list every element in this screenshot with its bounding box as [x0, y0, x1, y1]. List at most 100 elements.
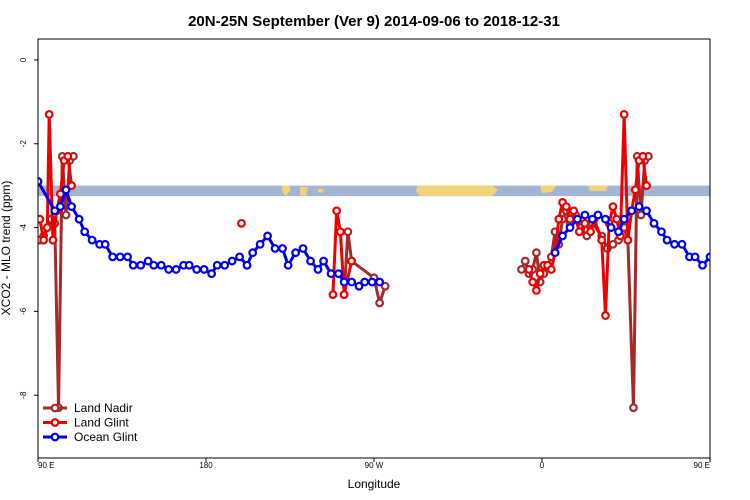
data-point — [360, 277, 370, 287]
data-point — [606, 223, 616, 232]
data-point — [80, 227, 90, 237]
data-point — [354, 281, 364, 291]
data-point — [588, 214, 597, 224]
series-layer — [38, 110, 710, 413]
y-tick-label: -8 — [19, 391, 28, 399]
data-point — [619, 110, 629, 119]
data-point — [61, 185, 71, 195]
data-point — [291, 248, 301, 258]
data-point — [319, 256, 329, 266]
legend-label: Land Glint — [74, 416, 129, 430]
data-point — [108, 252, 118, 262]
x-tick-label: 90 W — [365, 461, 384, 470]
data-point — [347, 256, 357, 266]
data-point — [199, 265, 209, 274]
data-point — [326, 269, 336, 279]
legend-item: Ocean Glint — [43, 430, 138, 444]
data-point — [608, 202, 618, 212]
data-point — [283, 260, 293, 270]
data-point — [375, 298, 385, 308]
x-tick-label: 0 — [540, 461, 545, 470]
data-point — [339, 290, 349, 299]
data-point — [184, 260, 194, 270]
y-axis: 0 -2 -4 -6 -8 — [19, 57, 38, 399]
legend-swatch-marker — [50, 432, 60, 442]
data-point — [638, 151, 648, 161]
legend-item: Land Glint — [43, 416, 129, 430]
data-point — [670, 239, 679, 249]
data-point — [123, 252, 132, 262]
data-point — [627, 206, 636, 216]
data-point — [597, 235, 607, 245]
data-point — [532, 286, 541, 295]
data-point — [339, 277, 349, 287]
data-point — [235, 252, 245, 262]
y-tick-label: 0 — [19, 57, 28, 62]
x-tick-label: 90 E — [38, 461, 54, 470]
map-land — [282, 185, 290, 197]
data-point — [532, 248, 541, 258]
map-band — [38, 185, 710, 197]
data-point — [242, 260, 252, 270]
data-point — [171, 265, 181, 274]
data-point — [39, 235, 48, 245]
data-point — [207, 269, 217, 279]
data-point — [212, 260, 222, 270]
series-line — [38, 112, 74, 242]
data-point — [87, 235, 97, 245]
data-point — [347, 277, 357, 287]
data-point — [558, 231, 567, 241]
series-ocean-glint — [38, 177, 710, 291]
data-point — [623, 235, 633, 245]
data-point — [278, 244, 287, 253]
map-land — [588, 185, 608, 191]
data-point — [619, 214, 629, 224]
map-land — [540, 185, 556, 193]
data-point — [343, 227, 353, 237]
data-point — [662, 235, 672, 245]
map-band-ocean — [38, 185, 710, 197]
data-point — [63, 151, 73, 161]
data-point — [56, 202, 65, 212]
data-point — [593, 210, 603, 220]
data-point — [520, 256, 530, 266]
data-point — [115, 252, 125, 262]
data-point — [573, 214, 582, 224]
data-point — [248, 248, 258, 258]
y-tick-label: -4 — [19, 223, 28, 231]
data-point — [164, 265, 174, 274]
y-tick-label: -6 — [19, 307, 28, 315]
data-point — [67, 181, 76, 191]
y-axis-label: XCO2 - MLO trend (ppm) — [0, 181, 13, 316]
data-point — [336, 227, 345, 237]
data-point — [629, 403, 638, 413]
data-point — [705, 252, 710, 262]
data-point — [298, 244, 308, 253]
data-point — [328, 290, 338, 299]
data-point — [634, 202, 644, 212]
data-point — [565, 214, 575, 224]
data-point — [574, 227, 584, 237]
map-land — [300, 186, 308, 197]
x-tick-label: 180 — [199, 461, 213, 470]
data-point — [74, 214, 84, 224]
data-point — [332, 206, 342, 216]
legend-item: Land Nadir — [43, 401, 133, 415]
data-point — [698, 260, 707, 270]
data-point — [48, 235, 58, 245]
x-axis-label: Longitude — [348, 477, 401, 491]
data-point — [255, 239, 265, 249]
data-point — [601, 311, 610, 320]
data-point — [227, 256, 237, 266]
data-point — [614, 227, 623, 237]
data-point — [380, 281, 390, 291]
data-point — [136, 260, 146, 270]
data-point — [550, 248, 560, 258]
data-point — [38, 214, 45, 224]
data-point — [143, 256, 153, 266]
data-point — [367, 277, 377, 287]
data-point — [528, 277, 538, 287]
